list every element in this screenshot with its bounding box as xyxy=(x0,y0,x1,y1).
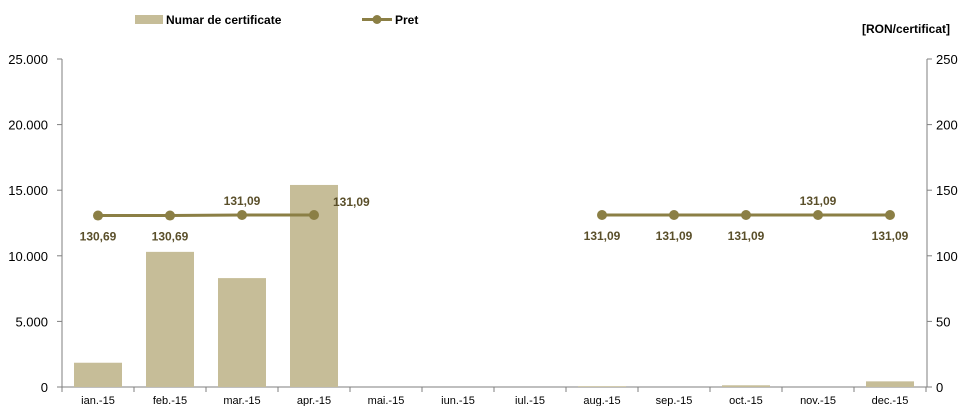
data-labels: 130,69 130,69 131,09 131,09 131,09 131,09 131,… xyxy=(80,194,909,244)
x-axis-category-label: mar.-15 xyxy=(223,395,260,406)
right-axis-tick-label: 150 xyxy=(936,183,958,198)
legend-line-marker xyxy=(372,15,382,24)
price-data-label: 131,09 xyxy=(800,194,837,208)
bar-numar-certificate xyxy=(578,386,626,387)
price-data-label: 131,09 xyxy=(584,229,621,243)
bar-numar-certificate xyxy=(218,278,266,387)
price-line-series xyxy=(93,210,895,221)
bar-numar-certificate xyxy=(146,251,194,387)
legend-bar-swatch xyxy=(135,15,163,24)
price-data-label: 131,09 xyxy=(872,229,909,243)
x-axis-category-label: aug.-15 xyxy=(583,395,620,406)
price-point xyxy=(813,210,823,221)
price-point xyxy=(597,210,607,221)
left-axis-tick-label: 15.000 xyxy=(8,183,48,198)
left-axis-tick-label: 0 xyxy=(41,380,48,395)
price-line-segment xyxy=(169,213,243,218)
bar-numar-certificate xyxy=(866,381,914,387)
x-axis-category-label: mai.-15 xyxy=(368,395,405,406)
right-axis-unit-label: [RON/certificat] xyxy=(862,22,950,36)
right-axis-tick-label: 0 xyxy=(936,380,943,395)
bar-numar-certificate xyxy=(74,362,122,387)
axes: 0 5.000 10.000 15.000 20.000 25.000 0 50 100 150 2… xyxy=(8,52,957,406)
x-axis-category-label: iun.-15 xyxy=(441,395,475,406)
legend: Numar de certificate Pret xyxy=(135,13,418,27)
left-axis-tick-label: 10.000 xyxy=(8,249,48,264)
price-data-label: 131,09 xyxy=(333,195,370,209)
price-point xyxy=(741,210,751,221)
x-axis-category-label: sep.-15 xyxy=(656,395,693,406)
x-axis-category-label: oct.-15 xyxy=(729,395,763,406)
price-point xyxy=(237,210,247,221)
x-axis-category-label: apr.-15 xyxy=(297,395,331,406)
price-data-label: 131,09 xyxy=(224,194,261,208)
right-axis-tick-label: 200 xyxy=(936,118,958,133)
x-axis-category-label: feb.-15 xyxy=(153,395,187,406)
price-data-label: 130,69 xyxy=(152,230,189,244)
left-axis-tick-label: 25.000 xyxy=(8,52,48,67)
price-point xyxy=(93,210,103,221)
x-axis-category-label: dec.-15 xyxy=(872,395,909,406)
price-data-label: 131,09 xyxy=(656,229,693,243)
legend-line-label: Pret xyxy=(395,13,418,27)
x-axis-category-label: nov.-15 xyxy=(800,395,836,406)
price-point xyxy=(309,210,319,221)
bar-numar-certificate xyxy=(722,385,770,387)
right-axis-tick-label: 100 xyxy=(936,249,958,264)
x-axis-category-label: ian.-15 xyxy=(81,395,115,406)
right-axis-tick-label: 50 xyxy=(936,314,950,329)
legend-bar-label: Numar de certificate xyxy=(166,13,282,27)
price-data-label: 131,09 xyxy=(728,229,765,243)
left-axis-tick-label: 20.000 xyxy=(8,118,48,133)
price-point xyxy=(669,210,679,221)
price-point xyxy=(165,210,175,221)
x-axis-category-label: iul.-15 xyxy=(515,395,545,406)
price-point xyxy=(885,210,895,221)
right-axis-tick-label: 250 xyxy=(936,52,958,67)
left-axis-tick-label: 5.000 xyxy=(15,314,48,329)
price-data-label: 130,69 xyxy=(80,230,117,244)
